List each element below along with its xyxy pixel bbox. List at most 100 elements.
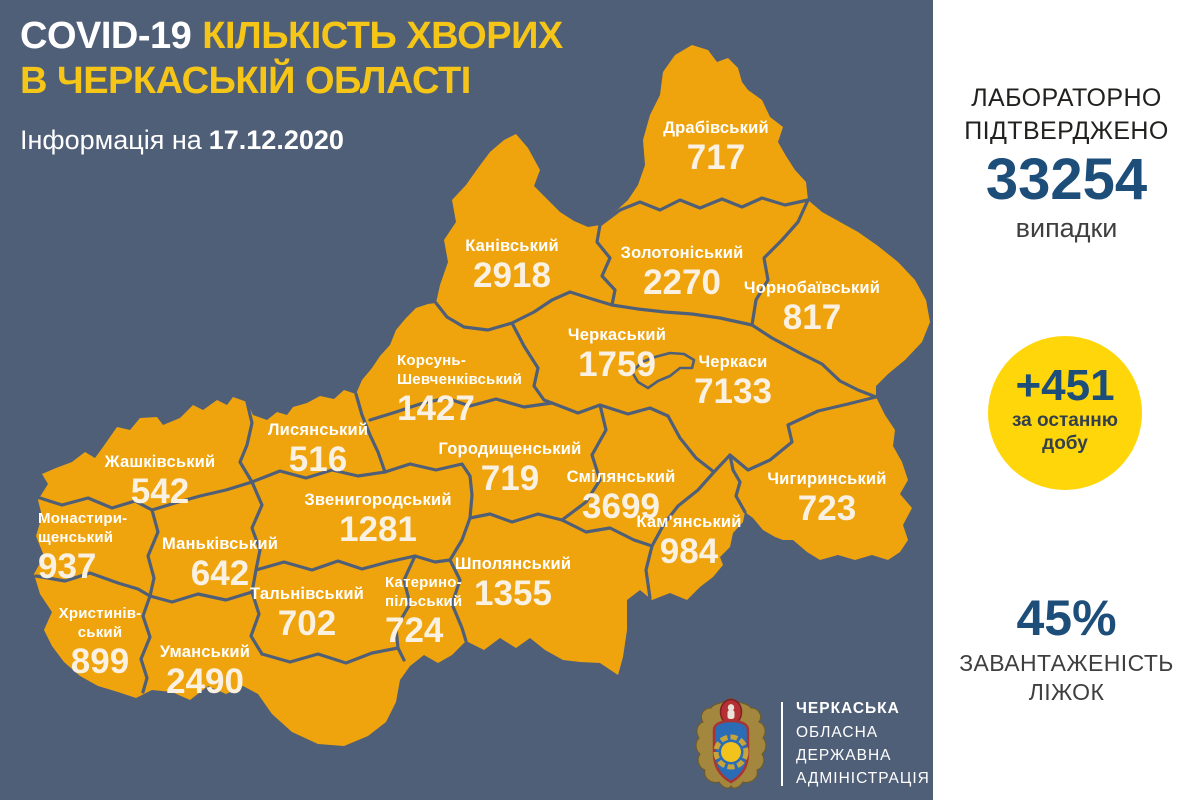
district-value: 516 bbox=[288, 440, 348, 479]
administration-logo: ЧЕРКАСЬКА ОБЛАСНА ДЕРЖАВНА АДМІНІСТРАЦІЯ bbox=[694, 697, 930, 791]
oblast-map bbox=[34, 45, 930, 746]
logo-text: ЧЕРКАСЬКА ОБЛАСНА ДЕРЖАВНА АДМІНІСТРАЦІЯ bbox=[796, 697, 930, 791]
district-label: Уманський 2490 bbox=[160, 642, 250, 700]
district-value: 542 bbox=[130, 472, 190, 511]
district-border bbox=[254, 554, 452, 572]
district-border bbox=[238, 400, 254, 484]
district-border bbox=[550, 401, 670, 418]
district-name: Тальнівський bbox=[249, 585, 365, 603]
coat-of-arms-icon bbox=[695, 697, 767, 789]
district-label: Канівський 2918 bbox=[465, 236, 559, 294]
daily-increase-label-line2: добу bbox=[1042, 433, 1088, 454]
district-label: Жашківський 542 bbox=[105, 452, 216, 510]
logo-text-line2: ОБЛАСНА bbox=[796, 723, 879, 741]
district-value: 2270 bbox=[643, 263, 721, 302]
district-value: 724 bbox=[385, 611, 444, 650]
logo-text-line1: ЧЕРКАСЬКА bbox=[796, 700, 900, 718]
district-label: Золотоніський 2270 bbox=[621, 243, 744, 301]
confirmed-block: ЛАБОРАТОРНО ПІДТВЕРДЖЕНО 33254 випадки bbox=[933, 82, 1200, 244]
district-border bbox=[250, 468, 387, 484]
district-label: Чорнобаївський 817 bbox=[744, 278, 880, 336]
daily-increase-value: +451 bbox=[1015, 361, 1115, 410]
district-border bbox=[560, 403, 608, 522]
cherkasy-city-outline bbox=[630, 351, 696, 390]
district-value: 817 bbox=[782, 298, 842, 337]
stats-panel: ЛАБОРАТОРНО ПІДТВЕРДЖЕНО 33254 випадки +… bbox=[933, 0, 1200, 800]
district-value: 717 bbox=[686, 138, 746, 177]
district-value: 719 bbox=[480, 459, 540, 498]
district-name: Чигиринський bbox=[767, 470, 887, 488]
title-line-2: В ЧЕРКАСЬКІЙ ОБЛАСТІ bbox=[20, 60, 471, 102]
district-label: Лисянський 516 bbox=[268, 420, 368, 478]
district-name: Жашківський bbox=[104, 453, 216, 471]
district-border bbox=[610, 303, 754, 327]
district-border bbox=[666, 414, 716, 474]
district-value: 2918 bbox=[473, 256, 551, 295]
district-border bbox=[750, 198, 810, 327]
district-border bbox=[139, 594, 152, 694]
district-name: Кам'янський bbox=[636, 513, 742, 531]
title-covid: COVID-19 bbox=[20, 15, 192, 57]
district-name: Катерино- пільський bbox=[385, 574, 463, 610]
district-border bbox=[383, 462, 474, 520]
district-label: Монастири- щенський 937 bbox=[38, 509, 127, 585]
district-border bbox=[468, 512, 564, 524]
district-label: Звенигородський 1281 bbox=[304, 490, 451, 548]
district-label: Городищенський 719 bbox=[439, 439, 582, 497]
subtitle: Інформація на 17.12.2020 bbox=[20, 125, 563, 156]
district-name: Золотоніський bbox=[620, 244, 744, 262]
district-border bbox=[354, 392, 387, 474]
district-border bbox=[249, 590, 264, 656]
district-border bbox=[34, 571, 152, 598]
district-name: Шполянський bbox=[454, 555, 572, 573]
logo-text-line4: АДМІНІСТРАЦІЯ bbox=[796, 770, 930, 788]
district-name: Монастири- щенський bbox=[38, 510, 128, 546]
district-border bbox=[250, 480, 264, 594]
district-labels-layer: Драбівський 717 Канівський 2918 Золотоніськи… bbox=[38, 119, 887, 700]
beds-value: 45% bbox=[1016, 590, 1117, 646]
district-label: Черкаси 7133 bbox=[694, 352, 772, 410]
title-rest: КІЛЬКІСТЬ ХВОРИХ bbox=[202, 15, 563, 57]
district-border bbox=[598, 196, 810, 227]
district-border bbox=[394, 554, 417, 650]
district-value: 2490 bbox=[166, 662, 244, 701]
district-name: Христинів- ський bbox=[58, 605, 142, 641]
beds-label-line2: ЛІЖОК bbox=[1028, 679, 1105, 705]
beds-label-line1: ЗАВАНТАЖЕНІСТЬ bbox=[959, 650, 1174, 676]
logo-separator bbox=[781, 702, 783, 786]
district-border bbox=[595, 223, 617, 307]
district-value: 3699 bbox=[582, 487, 660, 526]
subtitle-date: 17.12.2020 bbox=[208, 125, 344, 155]
district-name: Лисянський bbox=[267, 421, 369, 439]
district-name: Маньківський bbox=[161, 535, 279, 553]
district-value: 1759 bbox=[578, 345, 656, 384]
district-name: Уманський bbox=[159, 643, 251, 661]
district-value: 1355 bbox=[474, 574, 552, 613]
district-name: Канівський bbox=[465, 237, 559, 255]
district-name: Корсунь- Шевченківський bbox=[397, 352, 523, 388]
district-name: Черкаський bbox=[567, 326, 667, 344]
district-border bbox=[434, 290, 614, 332]
district-label: Тальнівський 702 bbox=[250, 584, 364, 642]
district-label: Кам'янський 984 bbox=[636, 512, 741, 570]
beds-label: ЗАВАНТАЖЕНІСТЬ ЛІЖОК bbox=[933, 649, 1200, 707]
header: COVID-19 КІЛЬКІСТЬ ХВОРИХ В ЧЕРКАСЬКІЙ ОБ… bbox=[20, 14, 563, 156]
district-border bbox=[712, 395, 878, 474]
confirmed-label-line2: ПІДТВЕРДЖЕНО bbox=[964, 117, 1169, 145]
district-border bbox=[448, 516, 472, 643]
district-border bbox=[510, 321, 554, 405]
district-value: 642 bbox=[190, 554, 250, 593]
district-value: 723 bbox=[797, 489, 857, 528]
confirmed-label-line1: ЛАБОРАТОРНО bbox=[971, 84, 1162, 112]
district-border bbox=[150, 480, 254, 512]
district-border bbox=[644, 470, 716, 600]
district-border bbox=[750, 323, 878, 399]
confirmed-value: 33254 bbox=[985, 147, 1148, 212]
district-name: Городищенський bbox=[438, 440, 582, 458]
district-label: Христинів- ський 899 bbox=[59, 604, 142, 680]
district-value: 1281 bbox=[339, 510, 417, 549]
title-line-1: COVID-19 КІЛЬКІСТЬ ХВОРИХ bbox=[20, 14, 563, 59]
district-value: 899 bbox=[70, 642, 130, 681]
district-border bbox=[148, 590, 254, 604]
